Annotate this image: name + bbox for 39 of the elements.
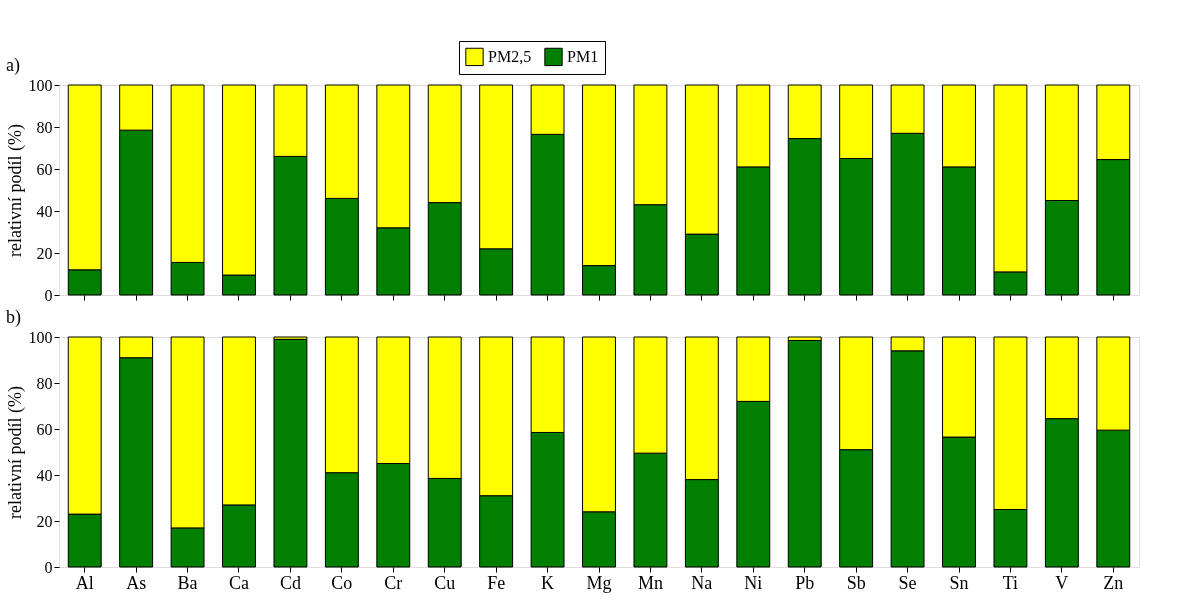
x-tick-label: Pb <box>795 572 815 593</box>
x-tick-label: Se <box>898 572 917 593</box>
y-tick-label: 80 <box>36 118 53 136</box>
x-tick-label: Na <box>691 572 713 593</box>
x-tick-label: Al <box>75 572 94 593</box>
y-tick-label: 80 <box>36 374 53 392</box>
y-tick-label: 40 <box>36 466 53 484</box>
x-tick-label: Fe <box>487 572 506 593</box>
chart-title: b) <box>6 307 21 328</box>
legend-label: PM1 <box>567 47 599 65</box>
y-tick-label: 20 <box>36 512 53 530</box>
y-tick-label: 100 <box>28 76 53 94</box>
y-tick-label: 0 <box>44 558 53 576</box>
y-tick-label: 60 <box>36 420 53 438</box>
x-tick-label: Cu <box>434 572 456 593</box>
x-tick-label: Co <box>331 572 353 593</box>
x-tick-label: Ti <box>1002 572 1019 593</box>
y-tick-label: 100 <box>28 328 53 346</box>
x-tick-label: Mg <box>586 572 612 593</box>
x-tick-label: Sn <box>949 572 969 593</box>
x-tick-label: V <box>1055 572 1069 593</box>
x-tick-label: Mn <box>637 572 663 593</box>
x-tick-label: K <box>541 572 555 593</box>
x-tick-label: Ni <box>744 572 763 593</box>
x-tick-label: Ba <box>177 572 198 593</box>
y-tick-label: 20 <box>36 244 53 262</box>
x-tick-label: Cr <box>384 572 403 593</box>
x-tick-label: Sb <box>846 572 866 593</box>
x-tick-label: As <box>126 572 147 593</box>
y-tick-label: 40 <box>36 202 53 220</box>
y-tick-label: 60 <box>36 160 53 178</box>
x-tick-label: Ca <box>229 572 250 593</box>
x-tick-label: Cd <box>279 572 301 593</box>
y-axis-title: relativní podíl (%) <box>4 124 26 257</box>
y-axis-title: relativní podíl (%) <box>4 386 26 519</box>
y-tick-label: 0 <box>44 286 53 304</box>
x-tick-label: Zn <box>1103 572 1124 593</box>
chart-title: a) <box>6 55 20 76</box>
legend-label: PM2,5 <box>488 47 532 65</box>
